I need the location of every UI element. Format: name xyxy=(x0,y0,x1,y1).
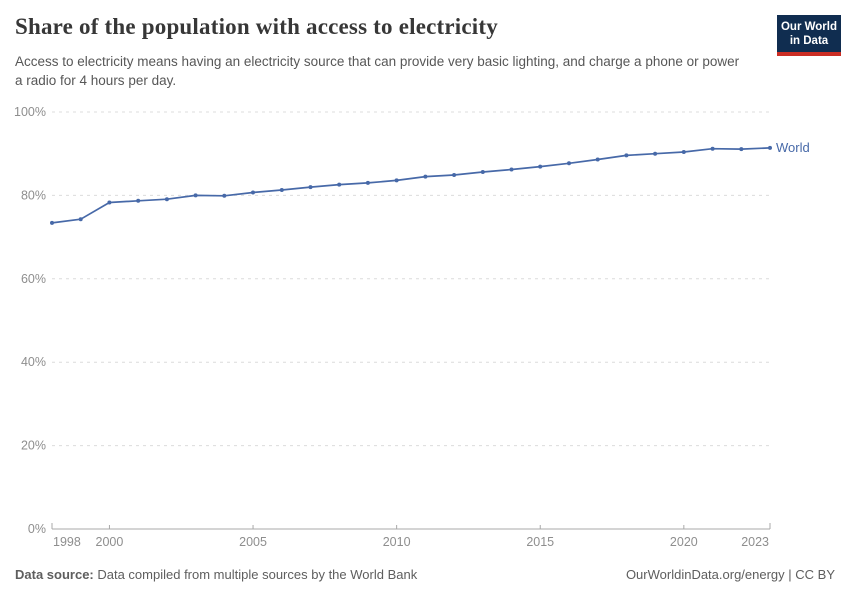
data-point[interactable] xyxy=(739,147,744,152)
series-label-world[interactable]: World xyxy=(776,139,810,155)
data-point[interactable] xyxy=(768,145,772,150)
data-point[interactable] xyxy=(136,198,141,203)
data-source-label: Data source: xyxy=(15,567,94,582)
x-axis-labels: 1998 2000 2005 2010 2015 2020 2023 xyxy=(53,535,769,549)
page-title: Share of the population with access to e… xyxy=(15,14,498,39)
x-tick-label: 2020 xyxy=(670,535,698,549)
data-point[interactable] xyxy=(394,178,399,183)
data-point[interactable] xyxy=(567,161,571,166)
data-point[interactable] xyxy=(653,151,658,156)
data-point[interactable] xyxy=(164,197,169,202)
data-point[interactable] xyxy=(538,164,543,169)
data-point[interactable] xyxy=(365,180,370,185)
data-point[interactable] xyxy=(595,157,600,162)
data-point[interactable] xyxy=(624,153,629,158)
y-tick-label: 100% xyxy=(14,105,46,119)
x-tick-label: 2010 xyxy=(383,535,411,549)
owid-logo-line1: Our World xyxy=(780,21,837,33)
data-point[interactable] xyxy=(78,217,83,222)
y-tick-label: 0% xyxy=(28,522,46,536)
y-tick-label: 60% xyxy=(21,272,46,286)
y-axis-labels: 0% 20% 40% 60% 80% 100% xyxy=(14,105,46,536)
x-tick-label: 2023 xyxy=(741,535,769,549)
data-point[interactable] xyxy=(107,200,112,205)
chart-footer: Data source: Data compiled from multiple… xyxy=(15,567,835,582)
owid-logo[interactable]: Our World in Data xyxy=(777,15,841,56)
x-tick-label: 2005 xyxy=(239,535,267,549)
data-point[interactable] xyxy=(509,167,514,172)
credit-link[interactable]: OurWorldinData.org/energy | CC BY xyxy=(625,567,835,582)
y-tick-label: 80% xyxy=(21,188,46,202)
data-point[interactable] xyxy=(337,182,342,187)
data-point[interactable] xyxy=(193,193,198,198)
x-tick-label: 1998 xyxy=(53,535,81,549)
chart-subtitle: Access to electricity means having an el… xyxy=(15,54,740,88)
data-point[interactable] xyxy=(452,173,457,177)
data-point[interactable] xyxy=(480,170,485,174)
series-group xyxy=(50,145,772,225)
y-tick-label: 20% xyxy=(21,439,46,453)
data-point[interactable] xyxy=(279,188,284,192)
data-source-text: Data compiled from multiple sources by t… xyxy=(93,567,418,582)
gridlines xyxy=(52,111,770,447)
data-source-note: Data source: Data compiled from multiple… xyxy=(15,567,417,582)
data-point[interactable] xyxy=(423,174,428,179)
data-point[interactable] xyxy=(222,193,227,198)
data-point[interactable] xyxy=(710,146,715,151)
owid-logo-line2: in Data xyxy=(789,35,829,47)
y-tick-label: 40% xyxy=(21,355,46,369)
data-point[interactable] xyxy=(251,190,255,195)
x-tick-label: 2015 xyxy=(526,535,554,549)
x-axis xyxy=(51,523,771,530)
series-line[interactable] xyxy=(51,147,771,224)
x-tick-label: 2000 xyxy=(96,535,124,549)
data-point[interactable] xyxy=(50,220,54,225)
data-point[interactable] xyxy=(681,150,686,154)
data-point[interactable] xyxy=(308,185,313,190)
